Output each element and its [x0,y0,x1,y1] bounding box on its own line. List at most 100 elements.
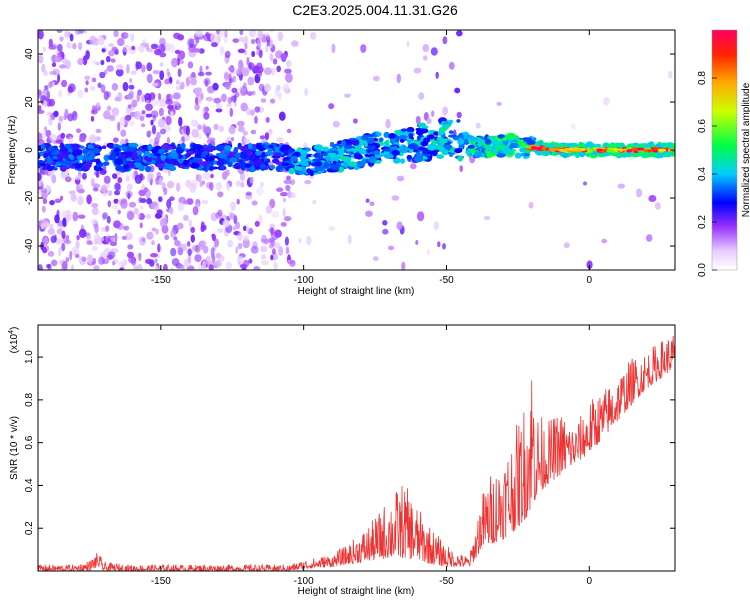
spectrogram-noise-cell [169,206,174,215]
spectrogram-noise-cell [89,85,96,91]
spectrogram-noise-cell [48,116,53,126]
spectrogram-noise-cell [284,216,292,222]
spectrogram-noise-cell [271,210,280,218]
spectrogram-ridge-cell [420,140,429,147]
spectrogram-noise-cell [141,110,146,115]
spectrogram-noise-cell [570,123,576,130]
spectrogram-noise-cell [175,79,180,85]
spectrogram-noise-cell [264,83,271,92]
spectrogram-noise-cell [75,128,82,133]
spectrogram-noise-cell [95,61,100,66]
spectrogram-noise-cell [289,179,296,186]
snr-frame [37,324,676,572]
spectrogram-ridge-cell [389,146,399,151]
spectrogram-noise-cell [247,91,253,96]
spectrogram-noise-cell [95,128,102,134]
spectrogram-noise-cell [240,87,247,97]
spectrogram-noise-cell [75,253,80,259]
spectrogram-ridge-cell [103,154,110,162]
spectrogram-noise-cell [250,38,256,45]
spectrogram-noise-cell [563,242,570,249]
spectrogram-noise-cell [47,250,55,257]
spectrogram-noise-cell [235,246,239,254]
spectrogram-ridge-cell [418,147,427,151]
spectrogram-ridge-cell [497,134,505,139]
spectrogram-ridge-cell [240,163,246,171]
spectrogram-ridge-cell [128,142,139,148]
spectrogram-ridge-cell [143,155,149,161]
spectrogram-noise-cell [426,248,431,256]
spectrogram-noise-cell [249,176,254,184]
spectrogram-noise-cell [135,61,142,70]
spectrogram-noise-cell [187,38,195,48]
spectrogram-noise-cell [65,59,71,70]
spectrogram-noise-cell [173,32,181,39]
spectrogram-ridge-cell [644,151,651,157]
spectrogram-noise-cell [143,187,149,193]
spectrogram-ridge-cell [427,143,437,151]
spectrogram-ridge-cell [91,148,101,154]
spectrogram-ridge-cell [189,159,199,163]
spectrogram-noise-cell [138,189,146,197]
spectrogram-noise-cell [274,229,282,238]
spectrogram-noise-cell [285,246,290,255]
spectrogram-ridge-cell [415,151,422,157]
spectrogram-noise-cell [64,30,69,40]
spectrogram-noise-cell [149,259,155,267]
spectrogram-noise-cell [221,93,227,103]
spectrogram-noise-cell [92,257,97,265]
spectrogram-noise-cell [113,220,121,229]
spectrogram-noise-cell [169,196,175,201]
spectrogram-noise-cell [61,230,66,239]
spectrogram-noise-cell [163,263,168,270]
spectrogram-noise-cell [163,42,171,52]
spectrogram-noise-cell [174,240,181,247]
spectrogram-ridge-cell [366,149,372,153]
spectrogram-noise-cell [265,117,270,123]
spectrogram-noise-cell [160,97,168,108]
spectrogram-ridge-cell [322,152,329,157]
spectrogram-noise-cell [41,190,48,200]
spectrogram-noise-cell [183,242,188,252]
spectrogram-noise-cell [258,49,263,59]
spectrogram-noise-cell [40,222,46,230]
colorbar-tick-label: 0.4 [697,167,708,181]
spectrogram-noise-cell [228,73,232,83]
spectrogram-noise-cell [126,210,135,221]
spectrogram-noise-cell [127,192,131,200]
spectrogram-noise-cell [113,30,119,38]
spectrogram-noise-cell [238,242,243,250]
spectrogram-noise-cell [111,205,119,210]
spectrogram-noise-cell [58,247,62,257]
spectrogram-noise-cell [236,198,240,205]
spectrogram-ridge-cell [368,156,377,164]
spectrogram-peak-cell [647,149,652,153]
spectrogram-noise-cell [107,190,113,197]
spectrogram-noise-cell [131,99,138,108]
spectrogram-noise-cell [167,104,175,110]
spectrogram-noise-cell [128,84,135,90]
spectrogram-noise-cell [648,195,657,202]
spectrogram-noise-cell [298,237,302,244]
spectrogram-noise-cell [158,196,163,203]
spectrogram-noise-cell [163,187,168,196]
spectrogram-ridge-cell [469,137,479,142]
spectrogram-noise-cell [216,30,221,35]
spectrogram-peak-cell [626,149,633,153]
colorbar-tick-label: 0.0 [697,263,708,277]
spectrogram-noise-cell [110,236,116,242]
spectrogram-noise-cell [214,238,220,248]
spectrogram-noise-cell [133,207,139,215]
spectrogram-noise-cell [272,248,276,255]
spectrogram-noise-cell [185,125,190,136]
spectrogram-ridge-cell [490,152,497,157]
spectrogram-noise-cell [210,173,214,179]
spectrogram-noise-cell [107,251,116,259]
spectrogram-noise-cell [145,113,153,118]
spectrogram-noise-cell [48,81,53,88]
spectrogram-noise-cell [131,45,136,51]
spectrogram-ridge-cell [298,171,308,175]
spectrogram-noise-cell [401,261,406,270]
spectrogram-ridge-cell [399,138,405,143]
spectrogram-noise-cell [232,38,240,43]
